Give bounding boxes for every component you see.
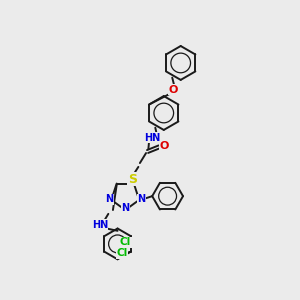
Text: N: N — [105, 194, 113, 204]
Text: N: N — [137, 194, 146, 204]
Text: O: O — [159, 141, 168, 151]
Text: HN: HN — [144, 133, 160, 142]
Text: HN: HN — [92, 220, 108, 230]
Text: N: N — [121, 203, 129, 213]
Text: O: O — [168, 85, 178, 95]
Text: Cl: Cl — [120, 237, 131, 248]
Text: Cl: Cl — [116, 248, 127, 258]
Text: S: S — [128, 173, 137, 186]
